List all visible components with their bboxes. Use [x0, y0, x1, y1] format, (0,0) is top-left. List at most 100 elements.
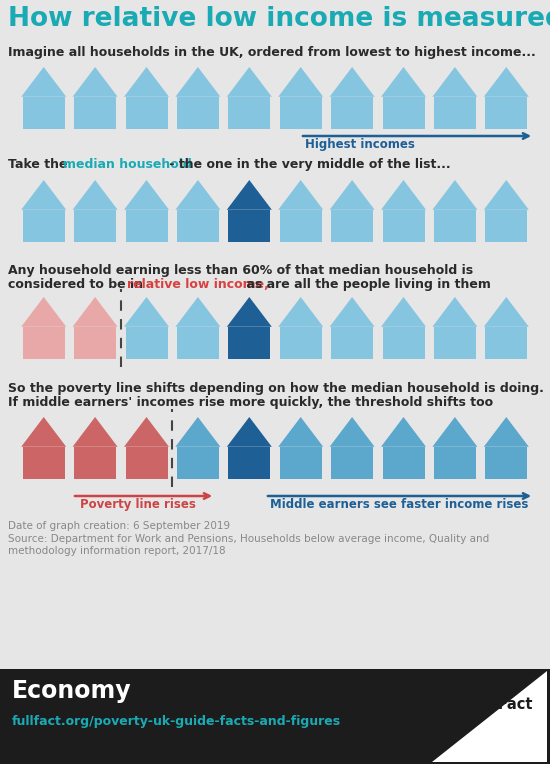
Polygon shape [278, 67, 323, 97]
Polygon shape [23, 97, 65, 129]
Polygon shape [125, 447, 168, 479]
Polygon shape [329, 67, 375, 97]
Polygon shape [74, 97, 116, 129]
Polygon shape [74, 327, 116, 359]
Text: relative low income,: relative low income, [127, 278, 269, 291]
Polygon shape [124, 180, 169, 210]
Polygon shape [382, 97, 425, 129]
Polygon shape [280, 327, 322, 359]
Polygon shape [124, 67, 169, 97]
Text: - the one in the very middle of the list...: - the one in the very middle of the list… [165, 158, 450, 171]
Polygon shape [280, 447, 322, 479]
Polygon shape [177, 97, 219, 129]
Polygon shape [177, 327, 219, 359]
Polygon shape [23, 447, 65, 479]
Polygon shape [175, 297, 221, 327]
Polygon shape [21, 67, 66, 97]
Polygon shape [484, 180, 529, 210]
Text: If middle earners' incomes rise more quickly, the threshold shifts too: If middle earners' incomes rise more qui… [8, 396, 493, 409]
Polygon shape [227, 67, 272, 97]
Polygon shape [278, 297, 323, 327]
Polygon shape [382, 327, 425, 359]
Polygon shape [175, 180, 221, 210]
Polygon shape [432, 417, 477, 447]
Polygon shape [485, 97, 527, 129]
Polygon shape [381, 417, 426, 447]
Polygon shape [73, 417, 118, 447]
Polygon shape [432, 67, 477, 97]
Polygon shape [432, 671, 547, 762]
Polygon shape [280, 97, 322, 129]
Text: methodology information report, 2017/18: methodology information report, 2017/18 [8, 546, 225, 556]
Polygon shape [23, 327, 65, 359]
Text: Middle earners see faster income rises: Middle earners see faster income rises [270, 498, 529, 511]
Polygon shape [21, 297, 66, 327]
Polygon shape [329, 417, 375, 447]
Polygon shape [21, 180, 66, 210]
Polygon shape [21, 417, 66, 447]
Polygon shape [228, 210, 270, 242]
Polygon shape [228, 447, 270, 479]
Polygon shape [228, 327, 270, 359]
Polygon shape [331, 97, 373, 129]
Polygon shape [278, 180, 323, 210]
Polygon shape [73, 297, 118, 327]
Text: Imagine all households in the UK, ordered from lowest to highest income...: Imagine all households in the UK, ordere… [8, 46, 536, 59]
Polygon shape [175, 67, 221, 97]
Polygon shape [381, 297, 426, 327]
Polygon shape [74, 210, 116, 242]
Polygon shape [484, 297, 529, 327]
Polygon shape [73, 180, 118, 210]
Polygon shape [329, 180, 375, 210]
Polygon shape [227, 297, 272, 327]
Polygon shape [434, 447, 476, 479]
Polygon shape [331, 447, 373, 479]
Polygon shape [434, 327, 476, 359]
Text: Highest incomes: Highest incomes [305, 138, 415, 151]
Polygon shape [382, 447, 425, 479]
Text: Source: Department for Work and Pensions, Households below average income, Quali: Source: Department for Work and Pensions… [8, 534, 490, 544]
Polygon shape [175, 417, 221, 447]
Text: How relative low income is measured: How relative low income is measured [8, 6, 550, 32]
Polygon shape [381, 67, 426, 97]
Text: Economy: Economy [12, 679, 131, 703]
Text: Poverty line rises: Poverty line rises [80, 498, 196, 511]
Polygon shape [432, 297, 477, 327]
Text: fullfact.org/poverty-uk-guide-facts-and-figures: fullfact.org/poverty-uk-guide-facts-and-… [12, 715, 341, 728]
Text: median household: median household [63, 158, 192, 171]
Polygon shape [432, 180, 477, 210]
Polygon shape [278, 417, 323, 447]
Polygon shape [485, 447, 527, 479]
Bar [0, 669, 550, 764]
Polygon shape [124, 297, 169, 327]
Polygon shape [177, 447, 219, 479]
Polygon shape [23, 210, 65, 242]
Polygon shape [125, 327, 168, 359]
Polygon shape [280, 210, 322, 242]
Text: considered to be in: considered to be in [8, 278, 147, 291]
Polygon shape [125, 210, 168, 242]
Polygon shape [485, 327, 527, 359]
Polygon shape [73, 67, 118, 97]
Text: as are all the people living in them: as are all the people living in them [242, 278, 491, 291]
Polygon shape [331, 327, 373, 359]
Polygon shape [74, 447, 116, 479]
Polygon shape [484, 67, 529, 97]
Polygon shape [434, 97, 476, 129]
Text: So the poverty line shifts depending on how the median household is doing.: So the poverty line shifts depending on … [8, 382, 544, 395]
Polygon shape [382, 210, 425, 242]
Text: Take the: Take the [8, 158, 72, 171]
Polygon shape [331, 210, 373, 242]
Polygon shape [329, 297, 375, 327]
Polygon shape [125, 97, 168, 129]
Text: Date of graph creation: 6 September 2019: Date of graph creation: 6 September 2019 [8, 521, 230, 531]
Polygon shape [434, 210, 476, 242]
Text: Full Fact: Full Fact [463, 697, 532, 712]
Text: Any household earning less than 60% of that median household is: Any household earning less than 60% of t… [8, 264, 473, 277]
Polygon shape [177, 210, 219, 242]
Polygon shape [485, 210, 527, 242]
Polygon shape [484, 417, 529, 447]
Polygon shape [381, 180, 426, 210]
Polygon shape [228, 97, 270, 129]
Polygon shape [124, 417, 169, 447]
